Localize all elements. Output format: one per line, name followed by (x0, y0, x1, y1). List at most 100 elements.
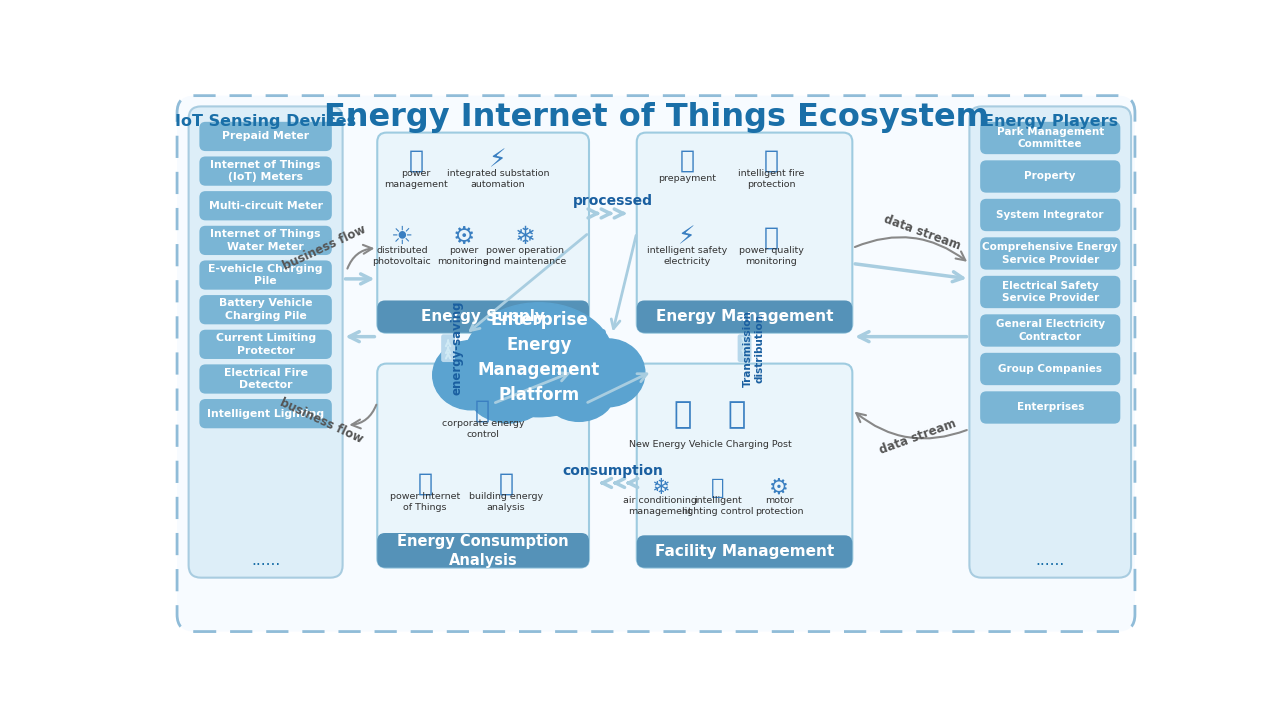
Text: ⛽: ⛽ (673, 400, 692, 429)
Text: ⚡: ⚡ (489, 148, 507, 172)
Text: IoT Sensing Devices: IoT Sensing Devices (175, 114, 356, 130)
Text: Group Companies: Group Companies (998, 364, 1102, 374)
Text: building energy
analysis: building energy analysis (468, 492, 543, 512)
Text: motor
protection: motor protection (755, 496, 804, 516)
Text: air conditioning
management: air conditioning management (623, 496, 696, 516)
Text: Property: Property (1024, 171, 1076, 181)
Text: distributed
photovoltaic: distributed photovoltaic (372, 246, 431, 266)
Text: Prepaid Meter: Prepaid Meter (221, 132, 310, 141)
Text: Enterprises: Enterprises (1016, 402, 1084, 413)
Text: energy-saving: energy-saving (451, 301, 463, 395)
Text: Energy Internet of Things Ecosystem: Energy Internet of Things Ecosystem (324, 102, 988, 132)
FancyBboxPatch shape (980, 353, 1120, 385)
Text: Facility Management: Facility Management (655, 544, 835, 559)
Text: consumption: consumption (562, 464, 663, 477)
Text: data stream: data stream (882, 213, 961, 253)
Text: integrated substation
automation: integrated substation automation (447, 168, 549, 189)
Ellipse shape (433, 341, 509, 410)
Text: 🔋: 🔋 (728, 400, 746, 429)
FancyBboxPatch shape (200, 156, 332, 186)
Text: Internet of Things
(IoT) Meters: Internet of Things (IoT) Meters (210, 160, 321, 182)
Text: 🌐: 🌐 (417, 472, 433, 495)
Text: processed: processed (573, 194, 653, 208)
Text: power quality
monitoring: power quality monitoring (739, 246, 804, 266)
Text: New Energy Vehicle Charging Post: New Energy Vehicle Charging Post (628, 440, 791, 449)
Text: power Internet
of Things: power Internet of Things (390, 492, 460, 512)
Text: prepayment: prepayment (658, 174, 716, 184)
Text: ⚡: ⚡ (678, 225, 695, 249)
Text: Energy Management: Energy Management (655, 309, 833, 324)
FancyBboxPatch shape (980, 276, 1120, 308)
Text: 🛡: 🛡 (764, 148, 780, 172)
Text: Energy Consumption
Analysis: Energy Consumption Analysis (397, 534, 568, 567)
Text: 🏗: 🏗 (498, 472, 513, 495)
FancyBboxPatch shape (475, 329, 605, 398)
FancyBboxPatch shape (200, 330, 332, 359)
FancyBboxPatch shape (969, 107, 1132, 577)
Text: corporate energy
control: corporate energy control (442, 419, 524, 439)
Text: 🏠: 🏠 (475, 399, 490, 423)
Text: ......: ...... (1036, 553, 1065, 568)
FancyBboxPatch shape (980, 161, 1120, 193)
Text: Park Management
Committee: Park Management Committee (997, 127, 1103, 149)
FancyBboxPatch shape (980, 238, 1120, 270)
Text: power operation
and maintenance: power operation and maintenance (484, 246, 567, 266)
Text: data stream: data stream (878, 417, 957, 456)
Text: intelligent fire
protection: intelligent fire protection (739, 168, 805, 189)
FancyBboxPatch shape (200, 364, 332, 394)
Text: Energy Players: Energy Players (983, 114, 1117, 130)
Text: Comprehensive Energy
Service Provider: Comprehensive Energy Service Provider (983, 243, 1117, 265)
FancyBboxPatch shape (980, 391, 1120, 423)
Text: ❄: ❄ (650, 477, 669, 498)
Text: Battery Vehicle
Charging Pile: Battery Vehicle Charging Pile (219, 299, 312, 321)
Ellipse shape (467, 361, 549, 423)
FancyBboxPatch shape (177, 96, 1135, 631)
Text: Transmission
distribution: Transmission distribution (742, 310, 765, 387)
Text: 📊: 📊 (764, 225, 780, 249)
Text: Intelligent Lighting: Intelligent Lighting (207, 409, 324, 418)
FancyBboxPatch shape (442, 334, 454, 362)
Text: Energy Supply: Energy Supply (421, 309, 545, 324)
Ellipse shape (543, 360, 616, 421)
Text: business flow: business flow (278, 397, 365, 446)
Text: ⚙: ⚙ (769, 477, 790, 498)
Text: intelligent safety
electricity: intelligent safety electricity (646, 246, 727, 266)
Text: 💡: 💡 (710, 477, 724, 498)
Text: power
management: power management (384, 168, 448, 189)
FancyBboxPatch shape (200, 261, 332, 289)
Text: ❄: ❄ (515, 225, 535, 249)
Text: ......: ...... (251, 553, 280, 568)
FancyBboxPatch shape (737, 334, 751, 362)
Text: power
monitoring: power monitoring (438, 246, 489, 266)
Text: General Electricity
Contractor: General Electricity Contractor (996, 319, 1105, 342)
Text: 💳: 💳 (680, 148, 694, 172)
Text: ⚙: ⚙ (452, 225, 475, 249)
FancyBboxPatch shape (378, 364, 589, 567)
FancyBboxPatch shape (200, 122, 332, 151)
Text: E-vehicle Charging
Pile: E-vehicle Charging Pile (209, 264, 323, 287)
FancyBboxPatch shape (378, 533, 589, 567)
Text: ☀: ☀ (390, 225, 413, 249)
FancyBboxPatch shape (200, 295, 332, 324)
Text: Current Limiting
Protector: Current Limiting Protector (215, 333, 316, 356)
FancyBboxPatch shape (636, 300, 852, 333)
Text: 🏢: 🏢 (408, 148, 424, 172)
FancyBboxPatch shape (188, 107, 343, 577)
Text: Enterprise
Energy
Management
Platform: Enterprise Energy Management Platform (477, 311, 600, 404)
FancyBboxPatch shape (980, 199, 1120, 231)
Text: Multi-circuit Meter: Multi-circuit Meter (209, 201, 323, 211)
Text: intelligent
lighting control: intelligent lighting control (682, 496, 754, 516)
Text: Electrical Safety
Service Provider: Electrical Safety Service Provider (1002, 281, 1098, 303)
Text: System Integrator: System Integrator (997, 210, 1103, 220)
Ellipse shape (463, 303, 614, 417)
FancyBboxPatch shape (378, 132, 589, 333)
Text: Electrical Fire
Detector: Electrical Fire Detector (224, 368, 307, 390)
FancyBboxPatch shape (200, 226, 332, 255)
FancyBboxPatch shape (636, 132, 852, 333)
Text: business flow: business flow (282, 223, 369, 273)
FancyBboxPatch shape (200, 399, 332, 428)
Text: Internet of Things
Water Meter: Internet of Things Water Meter (210, 229, 321, 251)
FancyBboxPatch shape (378, 300, 589, 333)
Ellipse shape (572, 339, 645, 407)
FancyBboxPatch shape (636, 535, 852, 567)
